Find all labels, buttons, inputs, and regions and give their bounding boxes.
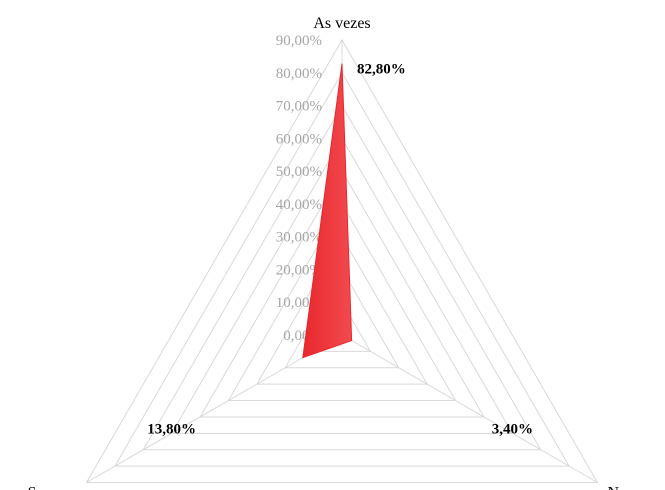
tick-label: 20,00% — [276, 262, 322, 278]
grid-ring-60 — [170, 137, 514, 434]
grid-ring-40 — [227, 202, 457, 402]
category-label: As vezes — [313, 15, 370, 32]
grid-spoke — [341, 334, 598, 483]
data-label: 13,80% — [147, 421, 196, 437]
tick-label: 60,00% — [276, 131, 322, 147]
category-labels: As vezes Nunca Sempre — [28, 15, 650, 490]
series-area — [302, 63, 353, 359]
tick-label: 70,00% — [276, 99, 322, 115]
data-label: 3,40% — [492, 421, 533, 437]
tick-label: 90,00% — [276, 33, 322, 49]
grid-ring-80 — [114, 71, 570, 467]
grid-ring-30 — [255, 235, 429, 385]
category-label: Nunca — [607, 485, 649, 490]
radar-series — [302, 63, 353, 359]
grid-ring-90 — [85, 38, 599, 483]
tick-label: 50,00% — [276, 164, 322, 180]
tick-label: 80,00% — [276, 66, 322, 82]
radar-grid — [85, 38, 599, 483]
category-label: Sempre — [28, 485, 77, 490]
tick-label: 40,00% — [276, 197, 322, 213]
grid-ring-50 — [199, 170, 485, 418]
data-labels: 82,80% 3,40% 13,80% — [147, 62, 533, 438]
grid-ring-70 — [142, 104, 542, 451]
grid-spoke — [86, 334, 343, 483]
data-label: 82,80% — [357, 62, 406, 78]
tick-label: 30,00% — [276, 230, 322, 246]
